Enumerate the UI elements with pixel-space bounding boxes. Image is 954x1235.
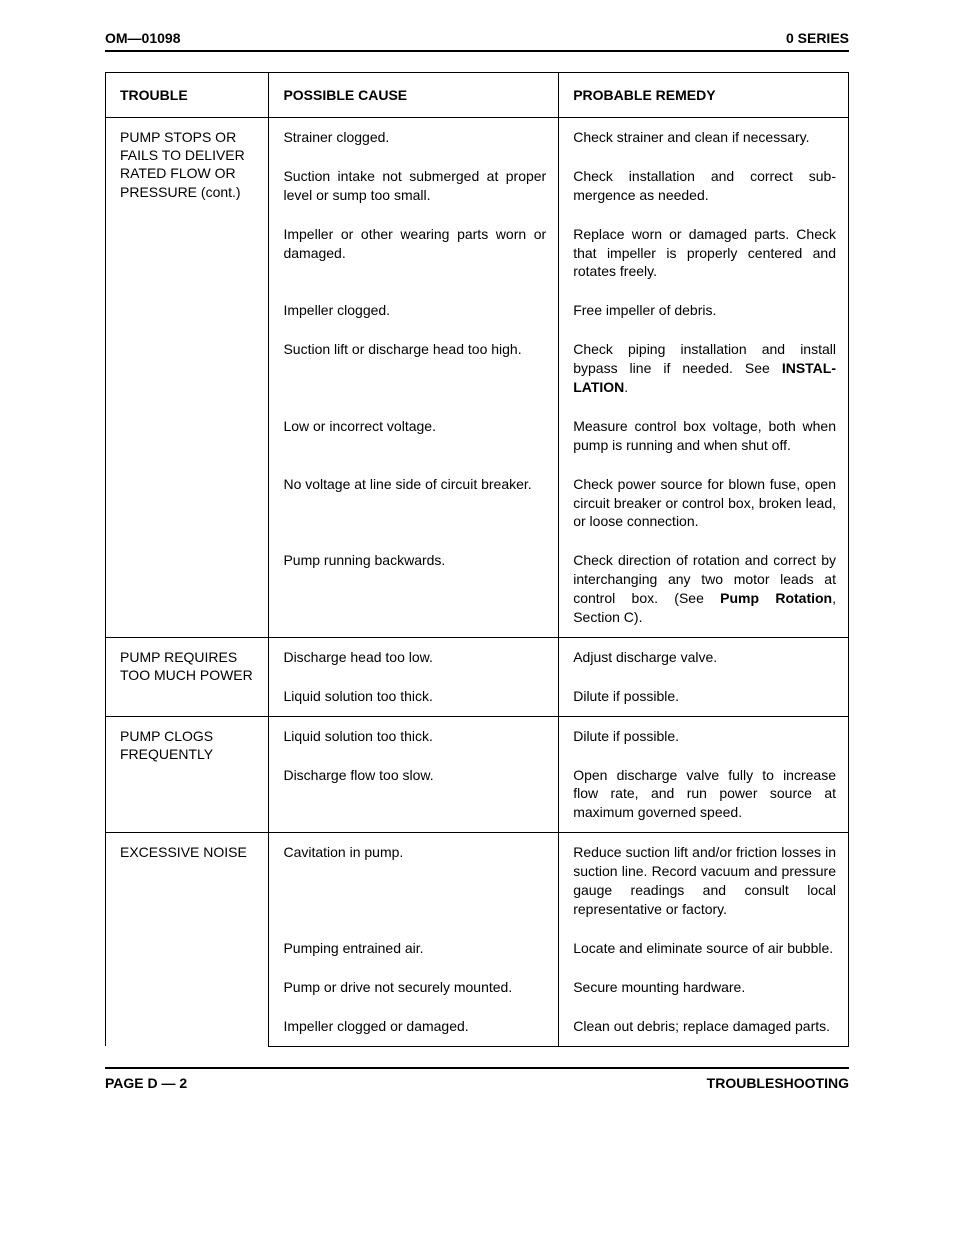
cause-text: Pump or drive not securely mounted. [283, 968, 546, 1007]
cause-text: Suction lift or discharge head too high. [283, 330, 546, 369]
table-row: EXCESSIVE NOISE Cavitation in pump. Redu… [106, 833, 849, 929]
cause-text: Strainer clogged. [283, 118, 546, 157]
troubleshooting-table: TROUBLE POSSIBLE CAUSE PROBABLE REMEDY P… [105, 72, 849, 1047]
page: OM—01098 0 SERIES TROUBLE POSSIBLE CAUSE… [0, 0, 954, 1235]
table-header-row: TROUBLE POSSIBLE CAUSE PROBABLE REMEDY [106, 73, 849, 118]
table-body: PUMP STOPS OR FAILS TO DELIVER RATED FLO… [106, 118, 849, 1047]
footer-page-number: PAGE D — 2 [105, 1075, 187, 1091]
cause-text: Impeller clogged. [283, 291, 546, 330]
remedy-text: Check direction of rotation and cor­rect… [573, 541, 836, 637]
cause-text: Pump running backwards. [283, 541, 546, 580]
page-footer: PAGE D — 2 TROUBLESHOOTING [105, 1067, 849, 1091]
cause-text: Impeller or other wearing parts worn or … [283, 215, 546, 273]
trouble-label: PUMP REQUIRES TOO MUCH POWER [120, 638, 256, 684]
remedy-text: Check power source for blown fuse, open … [573, 465, 836, 542]
header-series: 0 SERIES [786, 30, 849, 46]
remedy-text: Open discharge valve fully to in­crease … [573, 756, 836, 833]
trouble-label: PUMP CLOGS FREQUENTLY [120, 717, 256, 763]
remedy-text: Free impeller of debris. [573, 291, 836, 330]
cause-text: Suction intake not submerged at proper l… [283, 157, 546, 215]
remedy-text: Locate and eliminate source of air bubbl… [573, 929, 836, 968]
trouble-label: EXCESSIVE NOISE [120, 833, 256, 861]
col-header-remedy: PROBABLE REMEDY [559, 73, 849, 118]
page-header: OM—01098 0 SERIES [105, 30, 849, 52]
remedy-text: Measure control box voltage, both when p… [573, 407, 836, 465]
cause-text: Impeller clogged or damaged. [283, 1007, 546, 1046]
remedy-text: Dilute if possible. [573, 717, 836, 756]
footer-section: TROUBLESHOOTING [707, 1075, 849, 1091]
col-header-trouble: TROUBLE [106, 73, 269, 118]
remedy-text: Check installation and correct sub­merge… [573, 157, 836, 215]
cause-text: Discharge flow too slow. [283, 756, 546, 795]
cause-text: Pumping entrained air. [283, 929, 546, 968]
remedy-text: Dilute if possible. [573, 677, 836, 716]
remedy-text: Clean out debris; replace dam­aged parts… [573, 1007, 836, 1046]
remedy-text: Check strainer and clean if neces­sary. [573, 118, 836, 157]
table-row: PUMP REQUIRES TOO MUCH POWER Discharge h… [106, 637, 849, 676]
cause-text: No voltage at line side of circuit break… [283, 465, 546, 504]
remedy-text: Check piping installation and install by… [573, 330, 836, 407]
cause-text: Low or incorrect voltage. [283, 407, 546, 446]
cause-text: Discharge head too low. [283, 638, 546, 677]
col-header-cause: POSSIBLE CAUSE [269, 73, 559, 118]
cause-text: Cavitation in pump. [283, 833, 546, 872]
trouble-label: PUMP STOPS OR FAILS TO DELIVER RATED FLO… [120, 118, 256, 201]
cause-text: Liquid solution too thick. [283, 677, 546, 716]
remedy-text: Reduce suction lift and/or friction loss… [573, 833, 836, 929]
cause-text: Liquid solution too thick. [283, 717, 546, 756]
remedy-text: Secure mounting hardware. [573, 968, 836, 1007]
table-row: PUMP STOPS OR FAILS TO DELIVER RATED FLO… [106, 118, 849, 157]
remedy-text: Adjust discharge valve. [573, 638, 836, 677]
header-doc-id: OM—01098 [105, 30, 180, 46]
table-row: PUMP CLOGS FREQUENTLY Liquid solution to… [106, 716, 849, 755]
remedy-text: Replace worn or damaged parts. Check tha… [573, 215, 836, 292]
